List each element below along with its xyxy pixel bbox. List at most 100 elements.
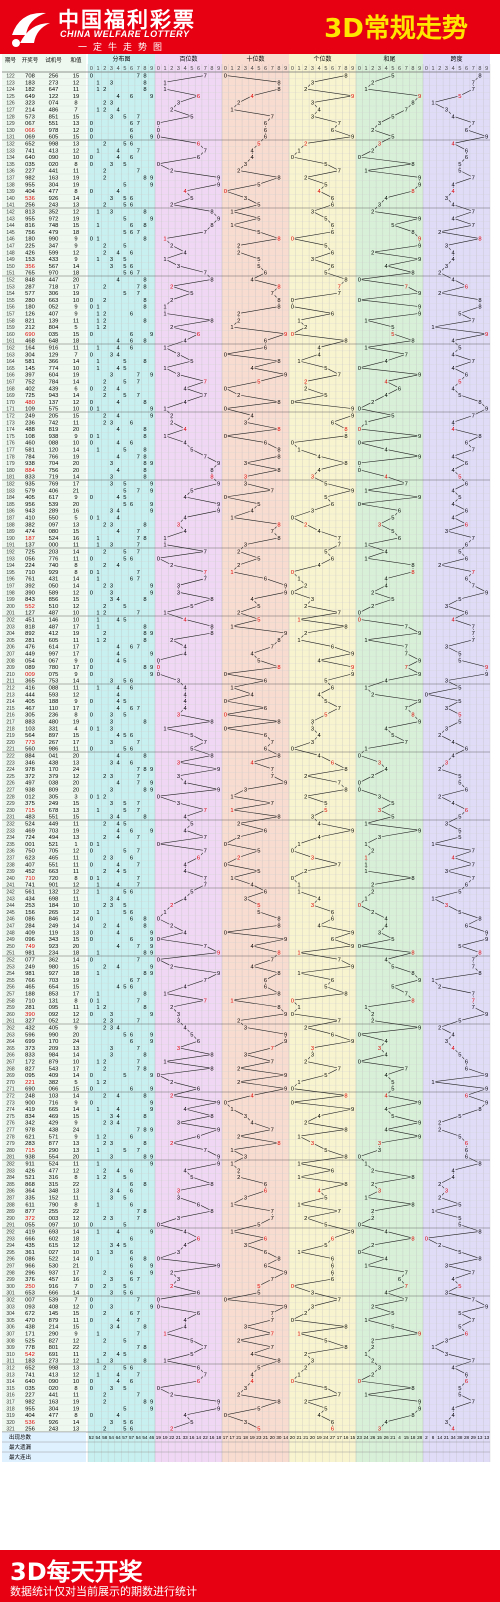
trend-point: 0 xyxy=(224,189,227,195)
dist-digit: 1 xyxy=(96,876,99,882)
trend-point: 4 xyxy=(251,414,255,420)
dist-digit: 6 xyxy=(130,1250,133,1256)
trend-point-bg xyxy=(162,725,168,732)
trend-point-bg xyxy=(323,1146,329,1153)
issue-number: 293 xyxy=(6,1236,15,1242)
trial-number: 551 xyxy=(49,815,59,821)
issue-number: 201 xyxy=(6,611,15,617)
trend-point-bg xyxy=(303,1119,309,1126)
trend-point-bg xyxy=(450,276,456,283)
trend-point: 7 xyxy=(405,1066,408,1072)
trend-point: 4 xyxy=(452,1046,456,1052)
trend-point-bg xyxy=(276,990,282,997)
trend-point: 9 xyxy=(284,590,287,596)
trend-point-bg xyxy=(383,725,389,732)
trend-point: 9 xyxy=(485,930,488,936)
trend-point: 4 xyxy=(452,740,456,746)
trend-point: 6 xyxy=(465,155,468,161)
trend-point-bg xyxy=(330,228,335,235)
issue-number: 190 xyxy=(6,536,15,542)
trend-point: 5 xyxy=(190,114,193,120)
dist-digit: 9 xyxy=(150,1107,153,1113)
draw-number: 483 xyxy=(25,815,35,821)
trend-point-bg xyxy=(370,602,376,609)
sum-value: 11 xyxy=(73,1352,79,1358)
trend-point-bg xyxy=(336,371,342,378)
trend-point: 5 xyxy=(257,1223,260,1229)
trend-point-bg xyxy=(303,582,309,589)
trend-point: 3 xyxy=(311,1046,314,1052)
dist-digit: 6 xyxy=(130,128,133,134)
dist-digit: 9 xyxy=(150,461,153,467)
trend-point: 4 xyxy=(452,1277,456,1283)
draw-number: 373 xyxy=(25,1046,35,1052)
dist-digit: 7 xyxy=(137,1019,140,1025)
digit-header: 1 xyxy=(164,66,167,72)
trend-point-bg xyxy=(377,793,382,800)
trend-point-bg xyxy=(269,772,275,779)
trend-point: 4 xyxy=(452,1427,456,1433)
trend-point-bg xyxy=(457,698,463,704)
trend-point-bg xyxy=(256,868,262,874)
trend-point-bg xyxy=(370,79,376,86)
trend-point: 8 xyxy=(411,570,414,576)
trend-point-bg xyxy=(222,698,228,704)
trend-point: 4 xyxy=(251,944,255,950)
issue-number: 303 xyxy=(6,1304,15,1310)
trend-point: 3 xyxy=(177,713,180,719)
issue-number: 284 xyxy=(6,1175,15,1181)
trend-point-bg xyxy=(444,1262,449,1269)
trial-number: 998 xyxy=(49,142,59,148)
trend-point-bg xyxy=(450,337,456,344)
trend-point: 8 xyxy=(411,951,414,957)
trend-point-bg xyxy=(323,1337,329,1344)
trend-point-bg xyxy=(450,1276,456,1282)
trend-point-bg xyxy=(169,636,175,643)
dist-digit: 4 xyxy=(117,1230,121,1236)
stat-count: 28 xyxy=(464,1435,470,1440)
sum-value: 9 xyxy=(74,244,77,250)
trial-number: 510 xyxy=(49,604,59,610)
trend-point: 5 xyxy=(458,312,461,318)
issue-number: 198 xyxy=(6,590,15,596)
dist-digit: 8 xyxy=(143,74,146,80)
trend-point-bg xyxy=(343,1092,349,1099)
trend-point-bg xyxy=(403,106,409,113)
trend-point-bg xyxy=(229,684,235,691)
trend-point: 8 xyxy=(210,475,213,481)
trend-point: 4 xyxy=(385,475,389,481)
trial-number: 827 xyxy=(49,1338,59,1344)
trend-point-bg xyxy=(155,1072,161,1078)
dist-digit: 9 xyxy=(150,971,153,977)
trend-point: 8 xyxy=(277,720,280,726)
trend-point: 7 xyxy=(204,380,207,386)
trend-point: 0 xyxy=(157,658,160,664)
trend-point-bg xyxy=(370,1017,376,1024)
digit-header: 3 xyxy=(110,66,113,72)
trend-point-bg xyxy=(169,1282,175,1289)
dist-digit: 4 xyxy=(117,985,121,991)
sum-value: 20 xyxy=(73,944,79,950)
trend-point-bg xyxy=(263,1248,268,1255)
trend-point: 1 xyxy=(431,325,434,331)
trend-point: 8 xyxy=(411,971,414,977)
issue-number: 147 xyxy=(6,244,15,250)
draw-number: 884 xyxy=(25,468,35,474)
trend-point-bg xyxy=(269,956,275,963)
trend-point-bg xyxy=(155,840,161,847)
trend-point: 9 xyxy=(485,1304,488,1310)
trend-point: 0 xyxy=(358,427,361,433)
dist-digit: 7 xyxy=(137,1298,140,1304)
trend-point: 0 xyxy=(358,1155,361,1161)
trend-point-bg xyxy=(430,976,436,983)
dist-digit: 3 xyxy=(110,590,113,596)
sum-value: 19 xyxy=(73,454,79,460)
trial-number: 408 xyxy=(49,1304,59,1310)
trend-point-bg xyxy=(189,194,195,201)
trend-point: 3 xyxy=(378,1141,381,1147)
trend-point-bg xyxy=(437,732,443,738)
trend-point: 1 xyxy=(364,1352,367,1358)
trend-point: 5 xyxy=(458,1114,461,1120)
trend-point: 3 xyxy=(378,522,381,528)
trial-number: 978 xyxy=(49,128,59,134)
